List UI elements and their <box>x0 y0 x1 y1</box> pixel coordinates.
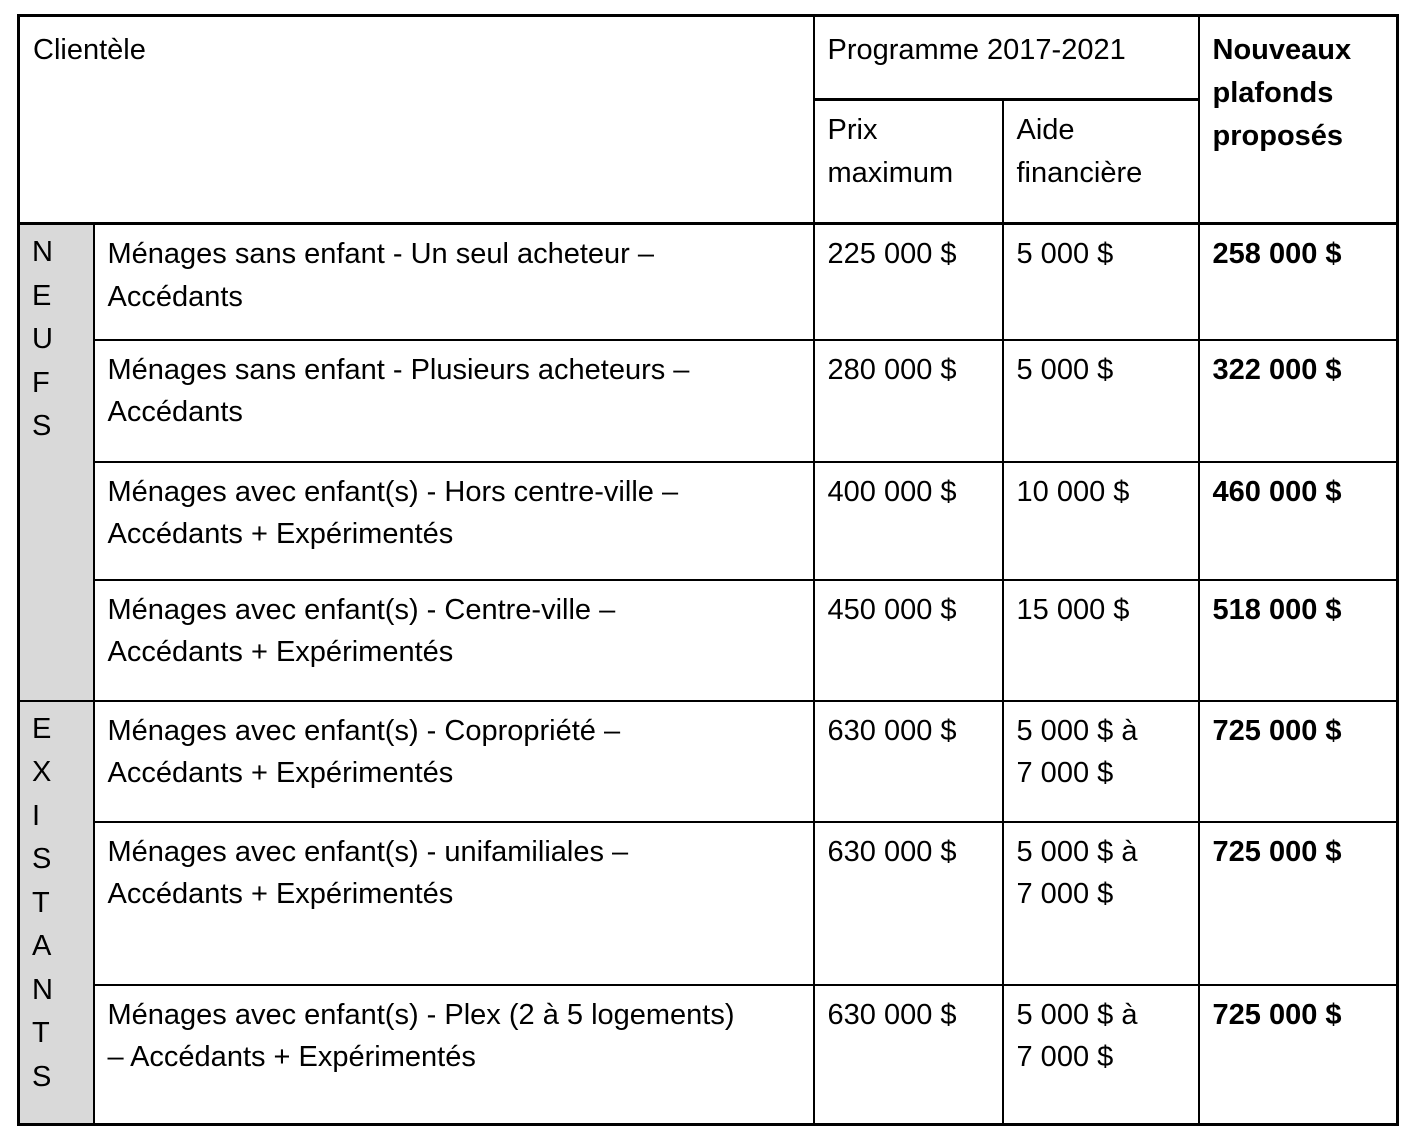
prix-value: 630 000 $ <box>827 998 957 1031</box>
prix-value: 630 000 $ <box>827 835 957 868</box>
aide-financiere-header-cell: Aide financière <box>1001 98 1200 225</box>
prix-cell: 450 000 $ <box>812 578 1004 702</box>
plafond-cell: 460 000 $ <box>1197 460 1399 581</box>
clientele-text: Ménages avec enfant(s) - Copropriété – A… <box>107 714 621 790</box>
aide-value: 5 000 $ à 7 000 $ <box>1016 998 1138 1074</box>
plafond-cell: 725 000 $ <box>1197 820 1399 986</box>
header-row-sub: Prix maximum Aide financière <box>19 98 1398 225</box>
plafonds-table: Clientèle Programme 2017-2021 Nouveaux p… <box>17 14 1400 1126</box>
plafond-value: 258 000 $ <box>1212 238 1342 270</box>
plafond-cell: 258 000 $ <box>1197 222 1399 341</box>
clientele-text: Ménages avec enfant(s) - unifamiliales –… <box>107 835 629 911</box>
clientele-text: Ménages sans enfant - Un seul acheteur –… <box>107 238 655 313</box>
header-row-top: Clientèle Programme 2017-2021 Nouveaux p… <box>17 14 1399 225</box>
prix-value: 400 000 $ <box>827 475 957 508</box>
prix-maximum-header-label: Prix maximum <box>827 114 954 189</box>
aide-value: 5 000 $ <box>1016 353 1114 386</box>
aide-cell: 5 000 $ <box>1001 222 1200 341</box>
clientele-cell: Ménages avec enfant(s) - Plex (2 à 5 log… <box>92 983 815 1126</box>
group-letters-neufs: N E U F S <box>32 236 53 442</box>
aide-cell: 15 000 $ <box>1001 578 1200 702</box>
clientele-cell: Ménages avec enfant(s) - unifamiliales –… <box>92 820 815 986</box>
prix-value: 280 000 $ <box>827 353 957 386</box>
table-row: Ménages avec enfant(s) - Plex (2 à 5 log… <box>19 983 1399 1126</box>
clientele-cell: Ménages avec enfant(s) - Hors centre-vil… <box>92 460 815 581</box>
prix-cell: 630 000 $ <box>812 820 1004 986</box>
clientele-cell: Ménages avec enfant(s) - Centre-ville – … <box>92 578 815 702</box>
plafond-cell: 518 000 $ <box>1197 578 1399 702</box>
plafond-cell: 322 000 $ <box>1197 338 1399 463</box>
aide-cell: 5 000 $ à 7 000 $ <box>1001 820 1200 986</box>
aide-value: 10 000 $ <box>1016 475 1130 508</box>
table-row: Ménages avec enfant(s) - unifamiliales –… <box>19 820 1399 986</box>
prix-value: 630 000 $ <box>827 714 957 747</box>
nouveaux-plafonds-header-cell: Nouveaux plafonds proposés <box>1197 14 1399 225</box>
aide-cell: 10 000 $ <box>1001 460 1200 581</box>
plafond-cell: 725 000 $ <box>1197 699 1399 823</box>
table-row: E X I S T A N T S Ménages avec enfant(s)… <box>17 699 1399 1126</box>
prix-cell: 280 000 $ <box>812 338 1004 463</box>
programme-header-label: Programme 2017-2021 <box>827 34 1126 66</box>
aide-value: 5 000 $ <box>1016 238 1114 270</box>
prix-maximum-header-cell: Prix maximum <box>812 98 1004 225</box>
clientele-cell: Ménages avec enfant(s) - Copropriété – A… <box>92 699 815 823</box>
table-row: N E U F S Ménages sans enfant - Un seul … <box>17 222 1399 702</box>
group-letters-existants: E X I S T A N T S <box>32 712 53 1093</box>
aide-value: 5 000 $ à 7 000 $ <box>1016 835 1138 911</box>
aide-cell: 5 000 $ à 7 000 $ <box>1001 699 1200 823</box>
table-row: Ménages avec enfant(s) - Hors centre-vil… <box>19 460 1399 581</box>
clientele-header-label: Clientèle <box>33 34 146 66</box>
plafond-value: 725 000 $ <box>1212 714 1342 747</box>
prix-cell: 225 000 $ <box>812 222 1004 341</box>
group-label-neufs: N E U F S <box>17 222 95 702</box>
aide-value: 15 000 $ <box>1016 593 1130 626</box>
prix-value: 450 000 $ <box>827 593 957 626</box>
aide-financiere-header-label: Aide financière <box>1016 114 1143 189</box>
prix-value: 225 000 $ <box>827 238 957 270</box>
plafond-value: 460 000 $ <box>1212 475 1342 508</box>
table-row: Ménages avec enfant(s) - Centre-ville – … <box>19 578 1399 702</box>
aide-cell: 5 000 $ <box>1001 338 1200 463</box>
plafond-value: 322 000 $ <box>1212 353 1342 386</box>
plafond-value: 725 000 $ <box>1212 998 1342 1031</box>
plafond-value: 518 000 $ <box>1212 593 1342 626</box>
aide-value: 5 000 $ à 7 000 $ <box>1016 714 1138 790</box>
clientele-cell: Ménages sans enfant - Un seul acheteur –… <box>92 222 815 341</box>
group-label-existants: E X I S T A N T S <box>17 699 95 1126</box>
nouveaux-plafonds-header-label: Nouveaux plafonds proposés <box>1212 34 1352 152</box>
clientele-text: Ménages sans enfant - Plusieurs acheteur… <box>107 353 690 429</box>
clientele-text: Ménages avec enfant(s) - Hors centre-vil… <box>107 475 679 551</box>
programme-header-cell: Programme 2017-2021 <box>812 14 1200 101</box>
aide-cell: 5 000 $ à 7 000 $ <box>1001 983 1200 1126</box>
plafond-value: 725 000 $ <box>1212 835 1342 868</box>
prix-cell: 630 000 $ <box>812 983 1004 1126</box>
clientele-text: Ménages avec enfant(s) - Centre-ville – … <box>107 593 616 669</box>
plafond-cell: 725 000 $ <box>1197 983 1399 1126</box>
clientele-text: Ménages avec enfant(s) - Plex (2 à 5 log… <box>107 998 735 1074</box>
clientele-cell: Ménages sans enfant - Plusieurs acheteur… <box>92 338 815 463</box>
clientele-header-cell: Clientèle <box>17 14 815 225</box>
prix-cell: 630 000 $ <box>812 699 1004 823</box>
table-row: Ménages sans enfant - Plusieurs acheteur… <box>19 338 1399 463</box>
prix-cell: 400 000 $ <box>812 460 1004 581</box>
